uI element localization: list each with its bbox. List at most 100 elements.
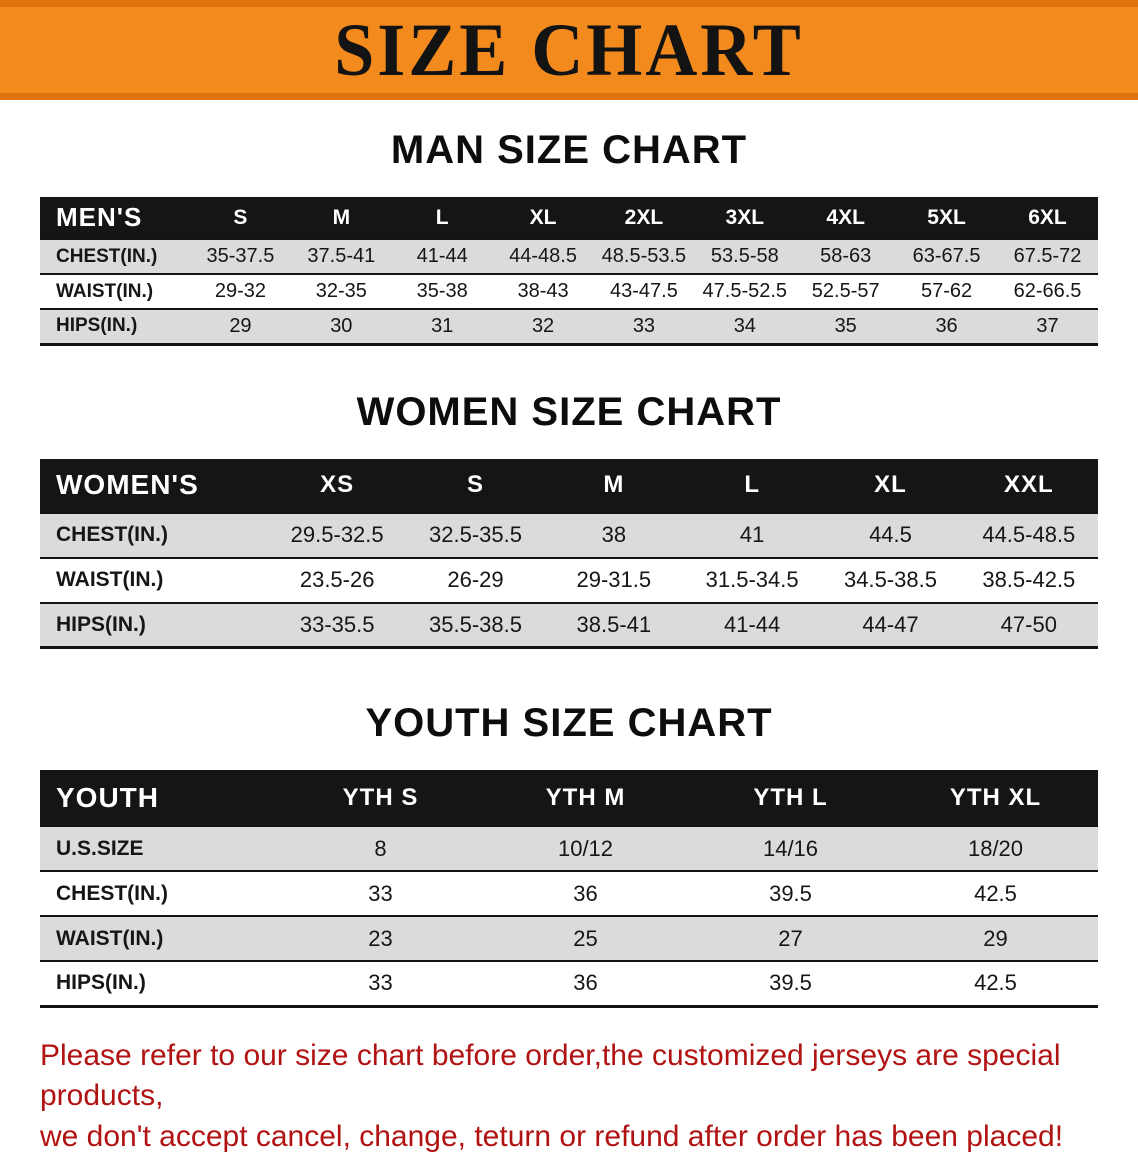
size-value-cell: 37	[997, 309, 1098, 344]
row-label: HIPS(IN.)	[40, 961, 278, 1006]
size-header-cell: XL	[821, 459, 959, 513]
size-value-cell: 52.5-57	[795, 274, 896, 309]
size-value-cell: 35-37.5	[190, 239, 291, 274]
size-value-cell: 44-47	[821, 603, 959, 648]
size-value-cell: 23	[278, 916, 483, 961]
size-value-cell: 32.5-35.5	[406, 513, 544, 558]
size-header-cell: 6XL	[997, 197, 1098, 239]
size-value-cell: 33	[278, 871, 483, 916]
size-header-cell: YTH XL	[893, 770, 1098, 826]
size-value-cell: 41-44	[683, 603, 821, 648]
size-value-cell: 35-38	[392, 274, 493, 309]
size-header-cell: YTH L	[688, 770, 893, 826]
size-header-cell: S	[406, 459, 544, 513]
size-value-cell: 36	[483, 961, 688, 1006]
size-value-cell: 63-67.5	[896, 239, 997, 274]
size-header-cell: M	[291, 197, 392, 239]
table-title-cell: YOUTH	[40, 770, 278, 826]
size-value-cell: 38-43	[493, 274, 594, 309]
size-value-cell: 29-31.5	[545, 558, 683, 603]
size-value-cell: 41	[683, 513, 821, 558]
women-section-heading: WOMEN SIZE CHART	[0, 390, 1138, 435]
row-label: WAIST(IN.)	[40, 558, 268, 603]
size-value-cell: 33	[278, 961, 483, 1006]
size-value-cell: 34	[694, 309, 795, 344]
size-header-cell: XL	[493, 197, 594, 239]
size-value-cell: 36	[896, 309, 997, 344]
size-value-cell: 29	[190, 309, 291, 344]
size-value-cell: 41-44	[392, 239, 493, 274]
row-label: CHEST(IN.)	[40, 239, 190, 274]
disclaimer-line-2: we don't accept cancel, change, teturn o…	[40, 1117, 1138, 1157]
size-value-cell: 25	[483, 916, 688, 961]
size-value-cell: 32	[493, 309, 594, 344]
size-header-cell: L	[392, 197, 493, 239]
size-value-cell: 42.5	[893, 961, 1098, 1006]
size-value-cell: 35	[795, 309, 896, 344]
size-value-cell: 38.5-41	[545, 603, 683, 648]
size-value-cell: 44.5-48.5	[960, 513, 1098, 558]
size-value-cell: 67.5-72	[997, 239, 1098, 274]
row-label: U.S.SIZE	[40, 826, 278, 871]
men-section-heading: MAN SIZE CHART	[0, 128, 1138, 173]
size-value-cell: 31.5-34.5	[683, 558, 821, 603]
row-label: WAIST(IN.)	[40, 916, 278, 961]
size-header-cell: 4XL	[795, 197, 896, 239]
size-value-cell: 18/20	[893, 826, 1098, 871]
size-value-cell: 33-35.5	[268, 603, 406, 648]
size-value-cell: 37.5-41	[291, 239, 392, 274]
size-value-cell: 34.5-38.5	[821, 558, 959, 603]
size-value-cell: 29.5-32.5	[268, 513, 406, 558]
table-title-cell: MEN'S	[40, 197, 190, 239]
row-label: HIPS(IN.)	[40, 309, 190, 344]
size-value-cell: 44-48.5	[493, 239, 594, 274]
size-value-cell: 23.5-26	[268, 558, 406, 603]
size-value-cell: 53.5-58	[694, 239, 795, 274]
size-value-cell: 36	[483, 871, 688, 916]
size-header-cell: XXL	[960, 459, 1098, 513]
size-header-cell: YTH M	[483, 770, 688, 826]
size-header-cell: 5XL	[896, 197, 997, 239]
size-value-cell: 10/12	[483, 826, 688, 871]
size-value-cell: 43-47.5	[594, 274, 695, 309]
size-value-cell: 27	[688, 916, 893, 961]
size-chart-banner: SIZE CHART	[0, 0, 1138, 100]
size-value-cell: 33	[594, 309, 695, 344]
size-header-cell: S	[190, 197, 291, 239]
size-value-cell: 47-50	[960, 603, 1098, 648]
row-label: CHEST(IN.)	[40, 871, 278, 916]
size-header-cell: 3XL	[694, 197, 795, 239]
size-value-cell: 14/16	[688, 826, 893, 871]
size-value-cell: 39.5	[688, 961, 893, 1006]
size-header-cell: M	[545, 459, 683, 513]
row-label: HIPS(IN.)	[40, 603, 268, 648]
table-title-cell: WOMEN'S	[40, 459, 268, 513]
size-value-cell: 8	[278, 826, 483, 871]
size-value-cell: 48.5-53.5	[594, 239, 695, 274]
disclaimer-text: Please refer to our size chart before or…	[40, 1036, 1138, 1157]
size-value-cell: 35.5-38.5	[406, 603, 544, 648]
banner-title: SIZE CHART	[334, 13, 804, 88]
size-value-cell: 58-63	[795, 239, 896, 274]
disclaimer-line-1: Please refer to our size chart before or…	[40, 1036, 1138, 1117]
size-value-cell: 26-29	[406, 558, 544, 603]
size-value-cell: 38	[545, 513, 683, 558]
size-value-cell: 44.5	[821, 513, 959, 558]
size-header-cell: 2XL	[594, 197, 695, 239]
size-value-cell: 38.5-42.5	[960, 558, 1098, 603]
size-value-cell: 62-66.5	[997, 274, 1098, 309]
size-value-cell: 31	[392, 309, 493, 344]
